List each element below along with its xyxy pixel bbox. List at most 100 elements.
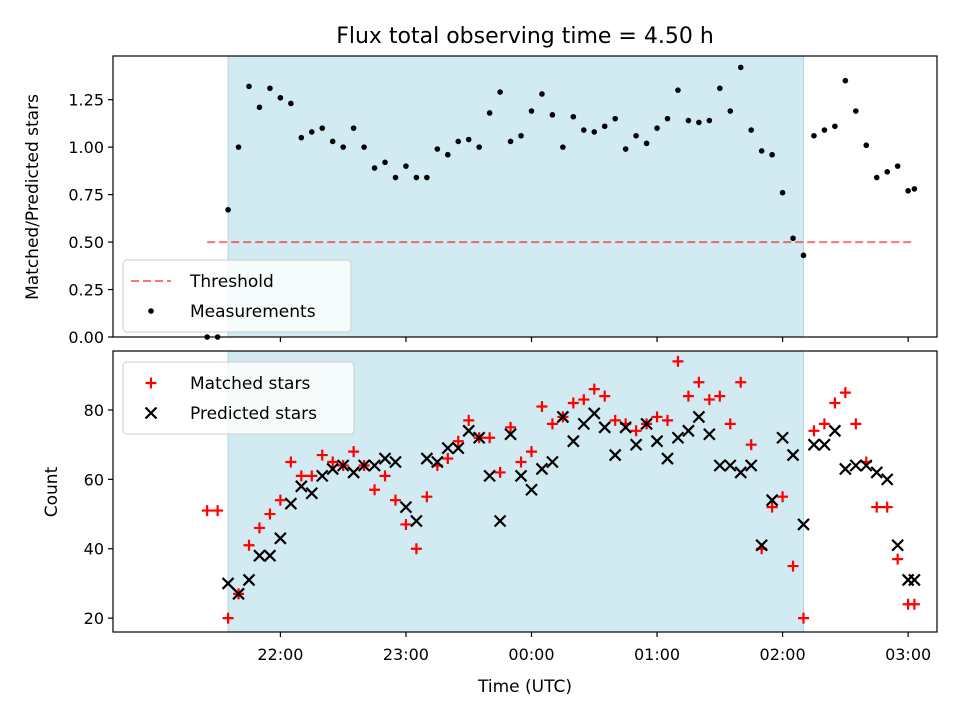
measurement-point <box>601 123 608 130</box>
top-y-axis-label: Matched/Predicted stars <box>23 94 43 300</box>
measurement-point <box>434 146 441 152</box>
measurement-point <box>424 174 430 181</box>
x-tick-label: 01:00 <box>634 645 680 664</box>
predicted-star-point <box>368 459 381 472</box>
matched-star-point <box>222 612 234 624</box>
matched-star-point <box>735 376 747 388</box>
x-tick-label: 22:00 <box>257 645 303 664</box>
measurement-point <box>842 77 849 84</box>
matched-star-point <box>630 425 642 437</box>
measurement-point <box>643 140 650 147</box>
measurement-point <box>382 159 388 166</box>
measurement-point <box>350 125 357 131</box>
y-tick-label: 0.75 <box>68 186 104 205</box>
predicted-star-point <box>378 452 392 465</box>
legend-box <box>122 361 355 435</box>
matched-star-point <box>714 390 726 402</box>
plot-frame <box>112 55 938 338</box>
y-tick-label: 0.25 <box>68 281 104 300</box>
matched-star-point <box>850 418 862 430</box>
measurement-point <box>884 169 891 175</box>
measurement-point <box>392 174 399 181</box>
measurement-point <box>894 163 901 169</box>
predicted-star-point <box>786 448 800 462</box>
x-tick-label: 23:00 <box>383 645 429 664</box>
y-tick-label: 0.50 <box>68 233 104 252</box>
predicted-star-point <box>535 462 549 476</box>
predicted-star-point <box>818 438 831 451</box>
matched-star-point <box>609 414 621 426</box>
measurement-point <box>622 146 629 152</box>
matched-star-point <box>295 470 307 482</box>
bottom-panel: 20 40 60 80 22:00 23:00 00:00 01:00 02:00 03:00 Ma… <box>84 350 938 664</box>
x-tick-label: 00:00 <box>508 645 554 664</box>
measurement-point <box>486 110 493 116</box>
matched-star-point <box>442 453 454 465</box>
matched-star-point <box>264 508 276 520</box>
predicted-star-point <box>504 427 517 441</box>
predicted-star-point <box>483 469 496 483</box>
predicted-star-point <box>640 417 653 431</box>
predicted-star-point <box>723 459 737 472</box>
predicted-star-point <box>420 452 434 465</box>
predicted-star-point <box>598 421 611 434</box>
measurement-point <box>580 127 587 133</box>
measurement-point <box>832 123 838 130</box>
matched-star-point <box>546 418 558 430</box>
measurement-point <box>675 87 681 93</box>
predicted-star-point <box>305 486 319 500</box>
measurement-point <box>800 252 807 259</box>
measurement-point <box>528 108 535 114</box>
predicted-star-point <box>472 431 486 445</box>
matched-star-point <box>839 387 851 399</box>
y-tick-label: 1.25 <box>68 91 104 110</box>
y-tick-label: 20 <box>84 609 104 628</box>
measurement-point <box>235 144 242 150</box>
y-tick-label: 0.00 <box>68 328 104 347</box>
matched-star-point <box>316 449 328 461</box>
matched-star-point <box>421 491 433 503</box>
predicted-star-point <box>671 431 685 445</box>
matched-star-point <box>525 446 537 458</box>
predicted-star-point <box>713 459 727 472</box>
measurement-point <box>256 104 263 111</box>
matched-star-point <box>829 397 841 409</box>
matched-star-point <box>463 414 475 426</box>
matched-star-point <box>651 411 663 423</box>
measurement-point <box>444 151 451 158</box>
y-tick-label: 1.00 <box>68 138 104 157</box>
measurement-point <box>654 125 660 131</box>
measurement-point <box>319 125 326 131</box>
measurement-point <box>560 144 566 150</box>
matched-star-point <box>703 394 715 406</box>
measurement-point <box>277 94 284 101</box>
plot-frame <box>112 350 938 633</box>
predicted-star-point <box>315 469 329 483</box>
legend-label: Threshold <box>189 272 274 292</box>
matched-star-point <box>661 414 673 426</box>
matched-star-point <box>693 376 705 388</box>
predicted-star-point <box>546 455 559 469</box>
matched-star-point <box>410 543 422 555</box>
matched-star-point <box>798 612 810 624</box>
matched-star-point <box>515 456 527 468</box>
measurement-point <box>706 117 713 124</box>
matched-star-point <box>745 439 757 451</box>
measurement-point <box>539 91 545 97</box>
y-tick-label: 60 <box>84 470 104 489</box>
matched-star-point <box>724 418 736 430</box>
predicted-star-point <box>525 483 538 497</box>
predicted-star-point <box>891 538 904 552</box>
measurement-point <box>570 113 577 120</box>
legend-matched-swatch <box>145 377 157 389</box>
matched-star-point <box>777 491 789 503</box>
x-tick-label: 02:00 <box>760 645 806 664</box>
predicted-star-point <box>399 500 413 514</box>
measurement-point <box>821 127 828 133</box>
predicted-star-point <box>682 424 695 438</box>
matched-star-point <box>400 518 412 530</box>
measurement-point <box>455 138 462 145</box>
predicted-star-point <box>462 424 475 438</box>
predicted-star-point <box>765 493 779 507</box>
